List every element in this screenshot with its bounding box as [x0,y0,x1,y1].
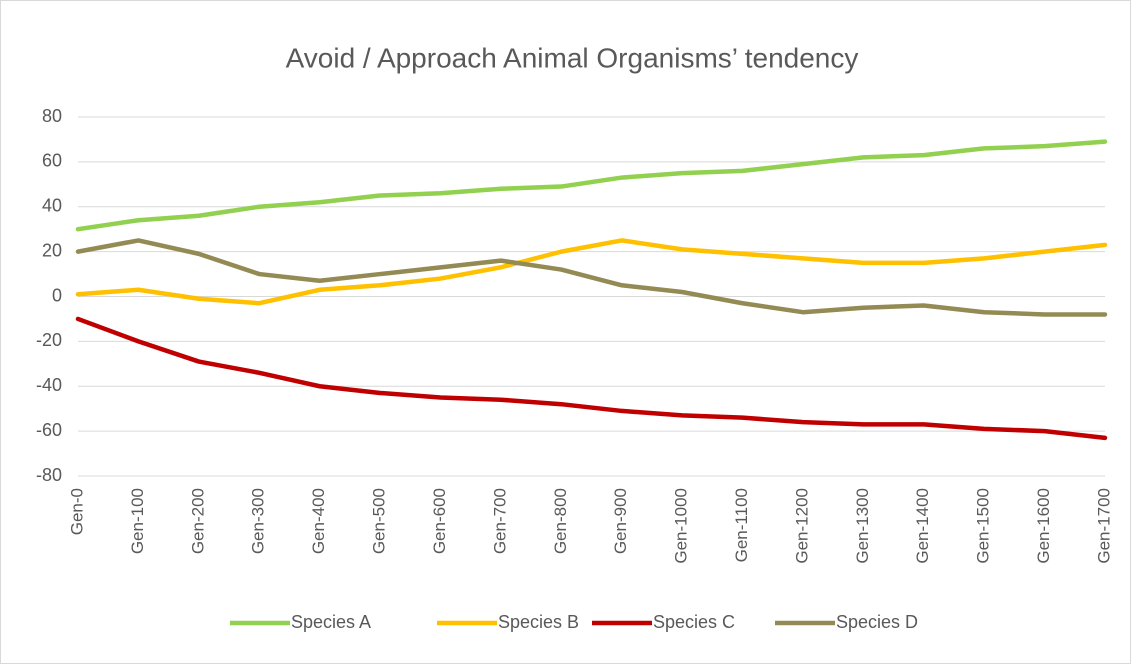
x-tick-label: Gen-200 [188,488,207,554]
y-tick-label: 0 [52,285,62,305]
series-line [75,238,1108,317]
legend-label: Species A [291,612,371,632]
x-tick-label: Gen-100 [128,488,147,554]
x-tick-label: Gen-800 [551,488,570,554]
x-tick-label: Gen-1600 [1034,488,1053,564]
legend-label: Species D [836,612,918,632]
legend-label: Species B [498,612,579,632]
y-tick-label: -80 [36,465,62,485]
x-tick-label: Gen-300 [249,488,268,554]
y-tick-label: -40 [36,375,62,395]
x-tick-label: Gen-700 [490,488,509,554]
x-tick-label: Gen-1300 [853,488,872,564]
series-line [75,316,1108,441]
x-tick-label: Gen-0 [67,488,86,535]
series-line [75,139,1108,232]
x-tick-label: Gen-1500 [974,488,993,564]
x-tick-label: Gen-1000 [672,488,691,564]
x-tick-label: Gen-600 [430,488,449,554]
x-tick-label: Gen-900 [611,488,630,554]
y-tick-label: 20 [42,240,62,260]
y-tick-label: 80 [42,106,62,126]
y-tick-label: 60 [42,151,62,171]
chart-title: Avoid / Approach Animal Organisms’ tende… [286,42,859,73]
x-tick-label: Gen-1700 [1094,488,1113,564]
y-tick-label: 40 [42,196,62,216]
x-tick-label: Gen-1100 [732,488,751,562]
x-tick-label: Gen-1200 [792,488,811,564]
series-line [75,238,1108,306]
y-tick-label: -20 [36,330,62,350]
legend-label: Species C [653,612,735,632]
x-tick-label: Gen-500 [370,488,389,554]
x-tick-label: Gen-400 [309,488,328,554]
y-tick-label: -60 [36,420,62,440]
x-tick-label: Gen-1400 [913,488,932,564]
